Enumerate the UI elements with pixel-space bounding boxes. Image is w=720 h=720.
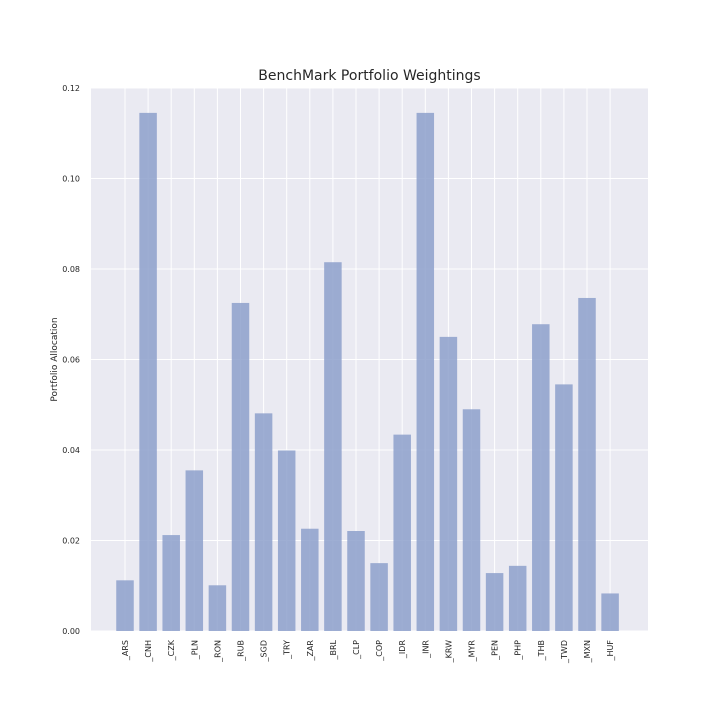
x-tick-label: _MXN bbox=[583, 640, 592, 663]
y-tick-label: 0.08 bbox=[62, 265, 80, 274]
x-tick-label: _PEN bbox=[491, 640, 500, 661]
bar-pen bbox=[485, 573, 504, 631]
x-tick-label: _PHP bbox=[514, 640, 523, 661]
x-tick-label: _BRL bbox=[329, 639, 338, 660]
y-tick-label: 0.12 bbox=[62, 84, 80, 93]
x-tick-label: _RON bbox=[213, 640, 222, 663]
bar-ars bbox=[116, 580, 134, 631]
x-tick-label: _ARS bbox=[121, 640, 130, 661]
bar-cop bbox=[370, 563, 388, 631]
x-tick-label: _HUF bbox=[606, 640, 615, 662]
x-tick-label: _RUB bbox=[237, 640, 246, 662]
x-tick-label: _SGD bbox=[260, 640, 269, 662]
x-tick-label: _IDR bbox=[398, 640, 407, 660]
bar-thb bbox=[532, 324, 550, 631]
bar-twd bbox=[555, 384, 573, 631]
y-tick-label: 0.00 bbox=[62, 627, 80, 636]
bar-idr bbox=[393, 434, 411, 631]
bar-zar bbox=[301, 528, 319, 631]
x-tick-label: _CZK bbox=[167, 639, 176, 661]
bar-clp bbox=[347, 530, 365, 631]
bar-brl bbox=[324, 262, 342, 631]
chart-title: BenchMark Portfolio Weightings bbox=[258, 68, 480, 84]
x-tick-labels: _ARS _CNH _CZK _PLN _RON _RUB _SGD _TRY _ZAR _BRL… bbox=[121, 639, 615, 664]
bar-ron bbox=[208, 585, 227, 631]
y-tick-label: 0.06 bbox=[62, 356, 80, 365]
x-tick-label: _KRW bbox=[444, 640, 453, 663]
bar-huf bbox=[601, 593, 619, 631]
x-tick-label: _ZAR bbox=[306, 640, 315, 662]
y-tick-label: 0.10 bbox=[62, 175, 80, 184]
x-tick-label: _INR bbox=[421, 640, 430, 659]
x-tick-label: _PLN bbox=[190, 640, 199, 660]
x-tick-label: _TRY bbox=[283, 640, 292, 660]
bar-php bbox=[508, 565, 527, 631]
bar-inr bbox=[416, 112, 435, 631]
bar-mxn bbox=[578, 297, 596, 631]
x-tick-label: _THB bbox=[537, 640, 546, 661]
bar-sgd bbox=[254, 413, 273, 631]
y-tick-label: 0.04 bbox=[62, 446, 80, 455]
y-axis-label: Portfolio Allocation bbox=[50, 317, 60, 401]
x-tick-label: _CNH bbox=[144, 640, 153, 663]
bar-pln bbox=[185, 470, 204, 631]
x-tick-label: _COP bbox=[375, 640, 384, 662]
bar-cnh bbox=[139, 112, 157, 631]
bar-rub bbox=[231, 302, 250, 631]
x-tick-label: _TWD bbox=[560, 640, 569, 664]
bar-myr bbox=[462, 409, 481, 631]
x-tick-label: _MYR bbox=[468, 640, 477, 663]
bar-krw bbox=[439, 336, 458, 631]
bar-czk bbox=[162, 535, 180, 631]
y-tick-label: 0.02 bbox=[62, 537, 80, 546]
x-tick-label: _CLP bbox=[352, 640, 361, 660]
bars bbox=[116, 112, 619, 631]
y-tick-labels: 0.00 0.02 0.04 0.06 0.08 0.10 0.12 bbox=[62, 84, 80, 636]
bar-try bbox=[277, 450, 296, 631]
